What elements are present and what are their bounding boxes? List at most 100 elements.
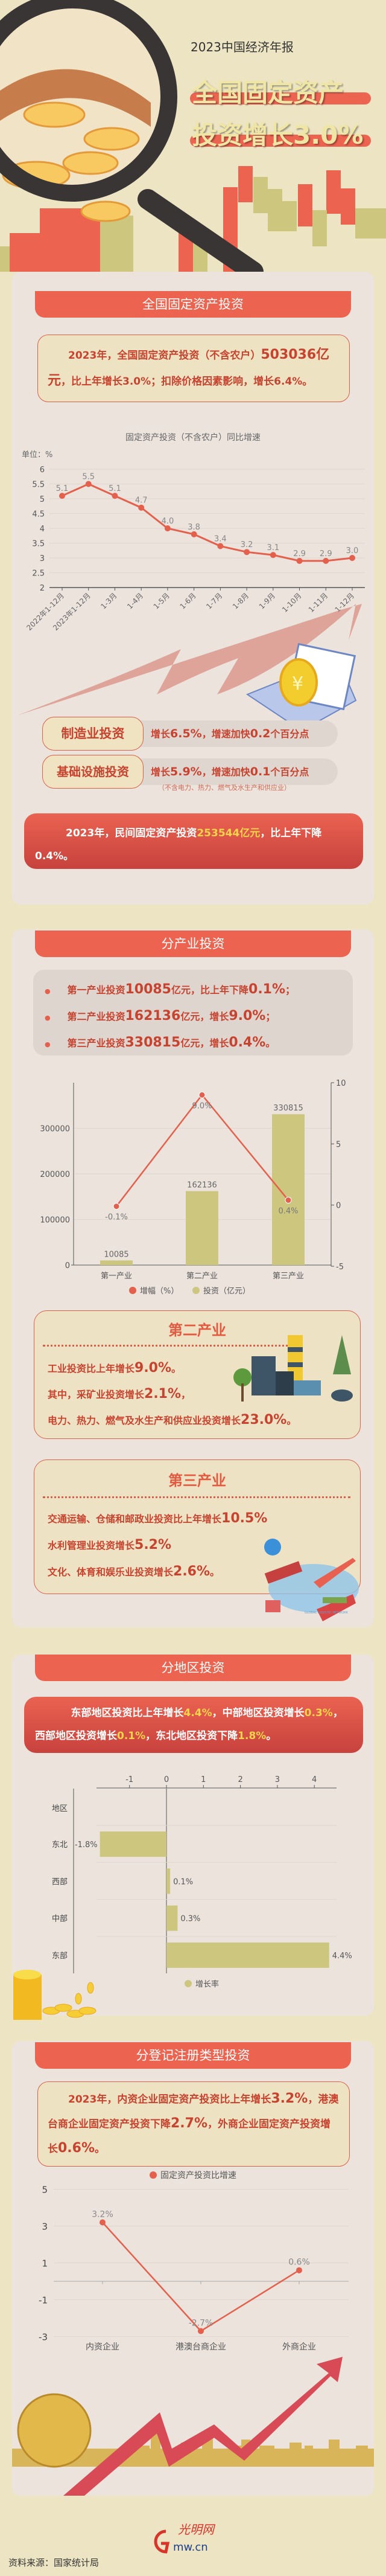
y-tick-label: 3 <box>42 2222 48 2232</box>
growth-label: 0.4% <box>278 1207 298 1216</box>
highlight-value: 0.6% <box>58 2141 95 2156</box>
highlight-value: 0.3% <box>304 1707 333 1719</box>
y-tick-label: 4 <box>40 525 45 534</box>
y-tick-label: 2.5 <box>32 569 45 578</box>
category-label: 东北 <box>52 1841 68 1850</box>
data-point <box>191 531 197 537</box>
growth-bar <box>166 1905 178 1931</box>
section-banner: 分地区投资 <box>35 1655 351 1681</box>
private-investment-box: 2023年，民间固定资产投资253544亿元，比上年下降0.4%。 <box>24 813 363 869</box>
category-label: 西部 <box>52 1877 68 1886</box>
legend-dot-investment <box>192 1287 200 1294</box>
text-segment: 2023年，内资企业固定资产投资比上年增长 <box>68 2094 271 2106</box>
highlight-value: 2.6% <box>173 1564 210 1579</box>
text-segment: 。 <box>95 2143 106 2155</box>
data-label: 0.6% <box>288 2258 310 2267</box>
coins-illustration <box>13 1970 96 2020</box>
hero-illustration <box>0 0 386 272</box>
text-segment: 2023年，民间固定资产投资 <box>66 827 197 839</box>
text-segment: ； <box>265 1011 276 1022</box>
x-tick-label: 4 <box>312 1775 317 1784</box>
section-banner: 全国固定资产投资 <box>35 291 351 318</box>
growth-label: 9.0% <box>192 1101 212 1110</box>
factory-illustration <box>233 1335 353 1402</box>
highlight-value: 330815 <box>125 1035 181 1050</box>
text-segment: 电力、热力、燃气及水生产和供应业投资增长 <box>48 1415 241 1426</box>
svg-text:mw.cn: mw.cn <box>173 2541 208 2554</box>
y-tick-label: -3 <box>39 2332 48 2343</box>
data-label: 3.1 <box>267 543 279 553</box>
skyline-arrow-illustration <box>12 2357 374 2496</box>
legend-dot-growth <box>129 1287 136 1294</box>
bullet-dot-icon: ● <box>45 1014 53 1022</box>
data-label: 5.5 <box>82 473 95 482</box>
category-label: 东部 <box>52 1952 68 1961</box>
highlight-value: 162136 <box>125 1008 181 1024</box>
x-tick-label: 第二产业 <box>186 1272 218 1281</box>
y-left-tick-label: 300000 <box>40 1125 70 1134</box>
data-point <box>164 525 171 531</box>
text-segment: ，西部地区投资增长 <box>35 1707 343 1742</box>
data-label: 4.0 <box>162 517 174 526</box>
legend-label: 增长率 <box>195 1979 219 1989</box>
x-tick-label: 第三产业 <box>273 1272 304 1281</box>
growth-bar <box>166 1942 329 1968</box>
x-tick-label: 港澳台商企业 <box>176 2342 226 2352</box>
magnifier-coins-bars-illustration <box>0 0 386 272</box>
text-segment: 交通运输、仓储和邮政业投资比上年增长 <box>48 1513 222 1525</box>
text-segment: 第一产业投资 <box>67 984 125 996</box>
investment-bar <box>272 1114 305 1265</box>
data-point <box>323 557 329 564</box>
text-segment: 增长 <box>151 766 171 778</box>
text-segment: 。 <box>210 1566 220 1578</box>
category-label: 中部 <box>52 1915 68 1924</box>
section-banner: 分登记注册类型投资 <box>35 2042 351 2069</box>
text-segment: 。 <box>266 1730 277 1742</box>
chart1-title: 固定资产投资（不含农户）同比增速 <box>125 433 261 443</box>
data-label: 2.9 <box>320 549 332 559</box>
growth-label: -0.1% <box>105 1213 128 1222</box>
text-segment: 。 <box>265 1037 276 1049</box>
bar-label: 10085 <box>104 1250 128 1259</box>
bar-label: -1.8% <box>75 1841 98 1850</box>
data-point <box>59 493 65 499</box>
text-segment: ，外商企业固定资产投资增长 <box>48 2118 331 2155</box>
highlight-value: 253544亿元 <box>197 827 261 839</box>
growth-point <box>285 1197 292 1204</box>
y-right-tick-label: 5 <box>336 1140 341 1149</box>
bullet-item: ● 第二产业投资162136亿元，增长9.0%； <box>45 1004 352 1030</box>
legend-dot <box>150 2171 157 2179</box>
infrastructure-note: （不含电力、热力、燃气及水生产和供应业） <box>158 784 291 792</box>
highlight-value: 1.8% <box>238 1730 267 1742</box>
box-title: 第三产业 <box>168 1472 226 1489</box>
y-tick-label: 5 <box>42 2185 48 2196</box>
x-tick-label: 1 <box>201 1775 206 1784</box>
pill-infrastructure: 基础设施投资 <box>42 755 144 789</box>
bullet-dot-icon: ● <box>45 987 53 995</box>
data-label: 4.7 <box>135 496 148 505</box>
y-tick-label: 1 <box>42 2258 48 2269</box>
text-segment: 文化、体育和娱乐业投资增长 <box>48 1566 174 1578</box>
text-segment: 东部地区投资比上年增长 <box>71 1707 184 1719</box>
highlight-value: 0.1% <box>117 1730 146 1742</box>
y-tick-label: 4.5 <box>32 510 45 519</box>
legend-label: 固定资产投资比增速 <box>160 2171 236 2180</box>
text-segment: ，东北地区投资下降 <box>145 1730 238 1742</box>
gmw-logo: 光明网 mw.cn <box>148 2518 238 2554</box>
y-tick-label: 5.5 <box>32 481 45 490</box>
text-segment: ， <box>181 1389 191 1400</box>
growth-line <box>62 482 353 562</box>
highlight-value: 5.2% <box>134 1537 172 1552</box>
text-segment: ，港澳台商企业固定资产投资下降 <box>48 2094 339 2130</box>
infrastructure-growth: 增长5.9%，增速加快0.1个百分点 <box>139 758 338 785</box>
y-tick-label: 3.5 <box>32 540 45 549</box>
x-tick-label: 3 <box>275 1775 280 1784</box>
y-right-tick-label: -5 <box>336 1263 344 1272</box>
bar-label: 4.4% <box>332 1952 352 1961</box>
section-banner: 分产业投资 <box>35 931 351 957</box>
y-right-tick-label: 0 <box>336 1202 341 1211</box>
highlight-value: 4.4% <box>183 1707 212 1719</box>
growth-point <box>198 1091 206 1098</box>
